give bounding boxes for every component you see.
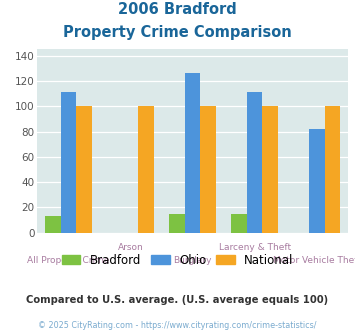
- Bar: [324, 106, 340, 233]
- Text: Property Crime Comparison: Property Crime Comparison: [63, 25, 292, 40]
- Text: 2006 Bradford: 2006 Bradford: [118, 2, 237, 16]
- Text: Burglary: Burglary: [173, 256, 212, 265]
- Text: Compared to U.S. average. (U.S. average equals 100): Compared to U.S. average. (U.S. average …: [26, 295, 329, 305]
- Bar: [185, 74, 200, 233]
- Bar: [200, 106, 216, 233]
- Bar: [138, 106, 154, 233]
- Bar: [262, 106, 278, 233]
- Bar: [309, 129, 324, 233]
- Bar: [231, 214, 247, 233]
- Text: Arson: Arson: [118, 243, 143, 251]
- Bar: [45, 216, 61, 233]
- Text: Motor Vehicle Theft: Motor Vehicle Theft: [273, 256, 355, 265]
- Bar: [247, 92, 262, 233]
- Bar: [76, 106, 92, 233]
- Text: © 2025 CityRating.com - https://www.cityrating.com/crime-statistics/: © 2025 CityRating.com - https://www.city…: [38, 321, 317, 330]
- Bar: [61, 92, 76, 233]
- Legend: Bradford, Ohio, National: Bradford, Ohio, National: [57, 249, 298, 271]
- Text: Larceny & Theft: Larceny & Theft: [219, 243, 291, 251]
- Bar: [169, 214, 185, 233]
- Text: All Property Crime: All Property Crime: [27, 256, 110, 265]
